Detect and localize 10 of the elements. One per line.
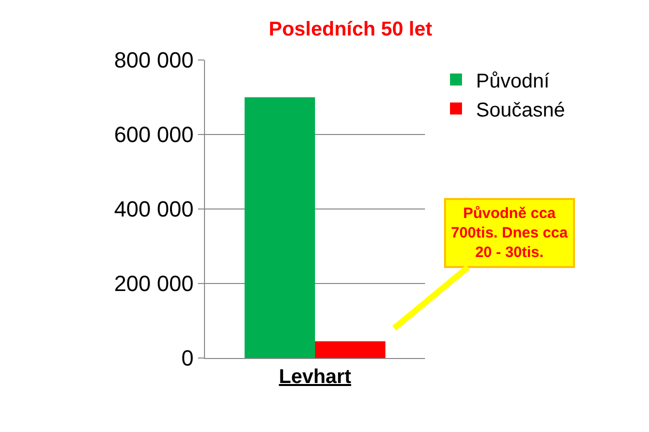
x-tick-label: Levhart	[278, 366, 352, 388]
y-tick-label: 800 000	[114, 48, 194, 73]
y-tick-label: 400 000	[114, 196, 194, 222]
y-tick-label: 200 000	[114, 271, 194, 296]
legend-label: Současné	[476, 99, 565, 122]
chart-title: Posledních 50 let	[268, 18, 432, 41]
legend-label: Původní	[476, 70, 550, 92]
text: Původně cca 700tis. Dnes cca 20 - 30tis.	[451, 205, 568, 261]
y-tick-label: 0	[181, 346, 194, 371]
y-tick-label: 600 000	[114, 122, 194, 148]
